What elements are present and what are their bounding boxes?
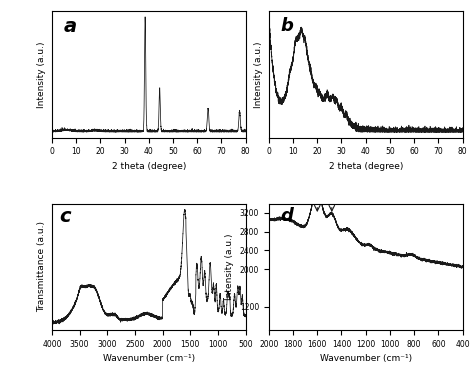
X-axis label: Wavenumber (cm⁻¹): Wavenumber (cm⁻¹) [103, 354, 195, 364]
Y-axis label: Intensity (a.u.): Intensity (a.u.) [254, 41, 263, 108]
Y-axis label: Intensity (a.u.): Intensity (a.u.) [37, 41, 46, 108]
Text: b: b [280, 17, 294, 36]
X-axis label: 2 theta (degree): 2 theta (degree) [111, 162, 186, 171]
Y-axis label: Transmittance (a.u.): Transmittance (a.u.) [37, 221, 46, 312]
Text: c: c [59, 207, 71, 226]
Text: d: d [280, 207, 294, 225]
X-axis label: 2 theta (degree): 2 theta (degree) [329, 162, 403, 171]
X-axis label: Wavenumber (cm⁻¹): Wavenumber (cm⁻¹) [320, 354, 412, 364]
Text: a: a [64, 17, 76, 36]
Y-axis label: Intensity (a.u.): Intensity (a.u.) [225, 234, 234, 300]
